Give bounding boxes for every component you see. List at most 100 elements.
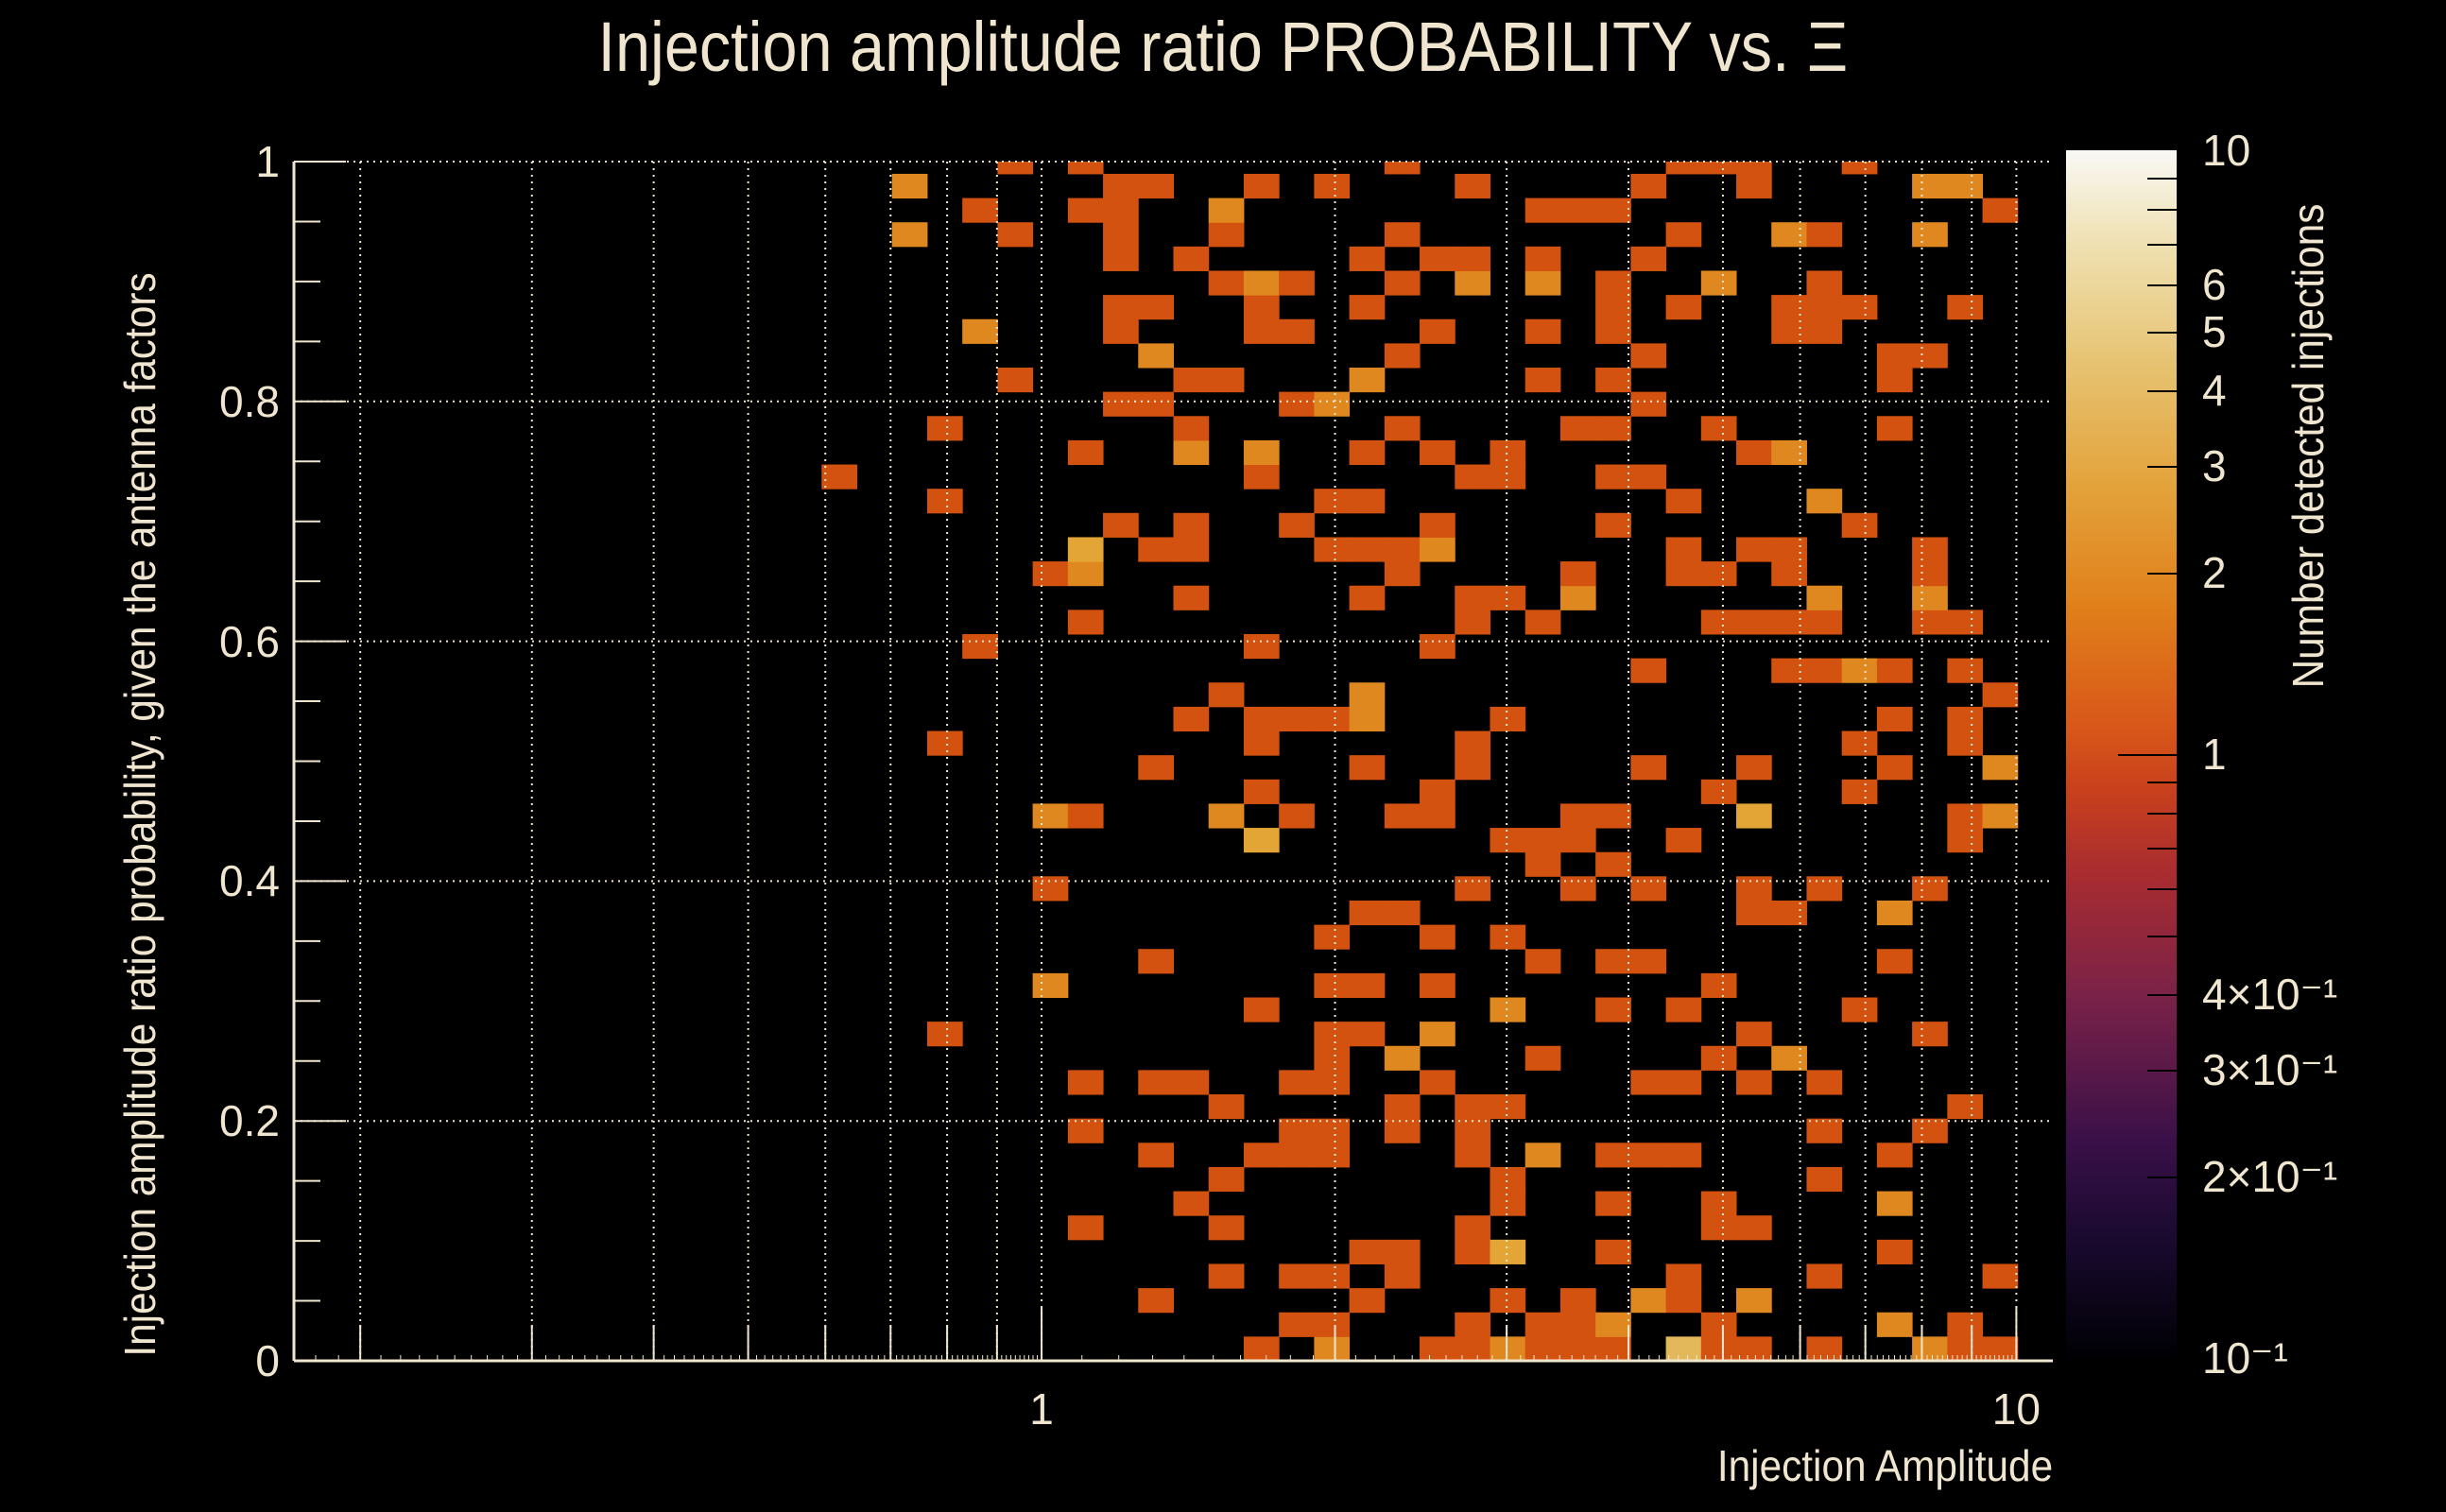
heatmap-cell [1912,343,1948,369]
heatmap-cell [1524,1336,1561,1361]
heatmap-cell [1314,1143,1351,1168]
heatmap-cell [1947,706,1984,732]
heatmap-cell [1490,585,1526,610]
heatmap-cell [1067,1215,1104,1241]
heatmap-cell [1806,1263,1843,1289]
colorbar-tick [2147,812,2177,815]
colorbar-tick [2147,782,2177,784]
heatmap-cell [1279,1263,1315,1289]
heatmap-cell [1947,828,1984,853]
heatmap-cell [1700,779,1737,804]
heatmap-cell [1559,198,1596,223]
y-tick-label: 0.6 [219,616,280,666]
heatmap-cell [1384,222,1421,248]
heatmap-cell [1490,1094,1526,1120]
heatmap-cell [1876,343,1913,369]
heatmap-cell [1559,416,1596,441]
heatmap-cell [1595,512,1631,538]
heatmap-cell [1138,173,1174,199]
heatmap-cell [1665,489,1702,514]
heatmap-cell [1384,416,1421,441]
heatmap-cell [1384,537,1421,562]
heatmap-cell [1559,1312,1596,1337]
heatmap-cell [1912,561,1948,587]
heatmap-cell [1736,803,1772,829]
heatmap-cell [1384,343,1421,369]
heatmap-cell [1349,537,1386,562]
heatmap-cell [821,464,858,490]
heatmap-cell [1912,1022,1948,1047]
heatmap-cell [1349,755,1386,781]
x-tick-label: 10 [1991,1384,2041,1434]
heatmap-cell [1736,876,1772,902]
heatmap-cell [1455,1239,1490,1264]
heatmap-cell [1947,803,1984,829]
heatmap-cell [1595,295,1631,320]
heatmap-cell [1841,730,1878,756]
heatmap-cell [1455,755,1490,781]
heatmap-cell [1947,173,1984,199]
heatmap-cell [1138,391,1174,417]
heatmap-cell [1524,828,1561,853]
heatmap-cell [1524,1045,1561,1071]
heatmap-cell [1595,1312,1631,1337]
heatmap-cell [1384,1118,1421,1143]
heatmap-cell [1032,803,1069,829]
heatmap-cell [1420,537,1456,562]
heatmap-cell [1595,1143,1631,1168]
heatmap-cell [1982,755,2019,781]
heatmap-cell [891,222,928,248]
heatmap-cell [1103,318,1139,344]
heatmap-cell [1420,512,1456,538]
heatmap-cell [1490,439,1526,466]
y-tick-label: 1 [255,137,280,186]
chart-title: Injection amplitude ratio PROBABILITY vs… [597,8,1849,86]
heatmap-cell [1173,246,1210,271]
heatmap-cell [1771,900,1807,926]
heatmap-cell [1700,1045,1737,1071]
heatmap-cell [1067,537,1104,562]
heatmap-cell [1314,1045,1351,1071]
heatmap-cell [1384,561,1421,587]
heatmap-cell [1912,173,1948,199]
heatmap-cell [1912,585,1948,610]
y-tick-label: 0.4 [219,856,280,906]
heatmap-cell [1771,439,1807,466]
heatmap-cell [1067,162,1104,175]
heatmap-cell [1138,1143,1174,1168]
heatmap-cell [1771,561,1807,587]
colorbar-tick [2147,390,2177,393]
heatmap-cell [1490,1239,1526,1264]
heatmap-cell [1455,610,1490,635]
colorbar-tick [2147,936,2177,938]
heatmap-cell [1665,828,1702,853]
heatmap-cell [1420,318,1456,344]
heatmap-cell [1349,489,1386,514]
heatmap-cell [1700,416,1737,441]
heatmap-cell [1595,803,1631,829]
heatmap-cell [1243,706,1280,732]
heatmap-cell [1490,997,1526,1022]
colorbar-title: Number detected injections [2283,203,2333,689]
heatmap-cell [1349,1288,1386,1314]
heatmap-cell [1736,537,1772,562]
colorbar-tick-label: 3 [2202,441,2227,491]
heatmap-cell [1876,368,1913,393]
heatmap-cell [1630,246,1667,271]
heatmap-cell [926,730,963,756]
heatmap-cell [1947,730,1984,756]
heatmap-cell [1173,706,1210,732]
heatmap-cell [1665,537,1702,562]
heatmap-cell [1243,828,1280,853]
heatmap-cell [1736,439,1772,466]
heatmap-cell [1524,246,1561,271]
heatmap-cell [1806,658,1843,683]
colorbar-tick-label: 2 [2202,547,2227,597]
colorbar-tick-label: 10⁻¹ [2202,1333,2288,1383]
heatmap-cell [1841,162,1878,175]
heatmap-cell [1806,318,1843,344]
heatmap-cell [1243,464,1280,490]
heatmap-cell [1243,270,1280,296]
heatmap-cell [1208,1215,1245,1241]
heatmap-cell [1524,851,1561,877]
